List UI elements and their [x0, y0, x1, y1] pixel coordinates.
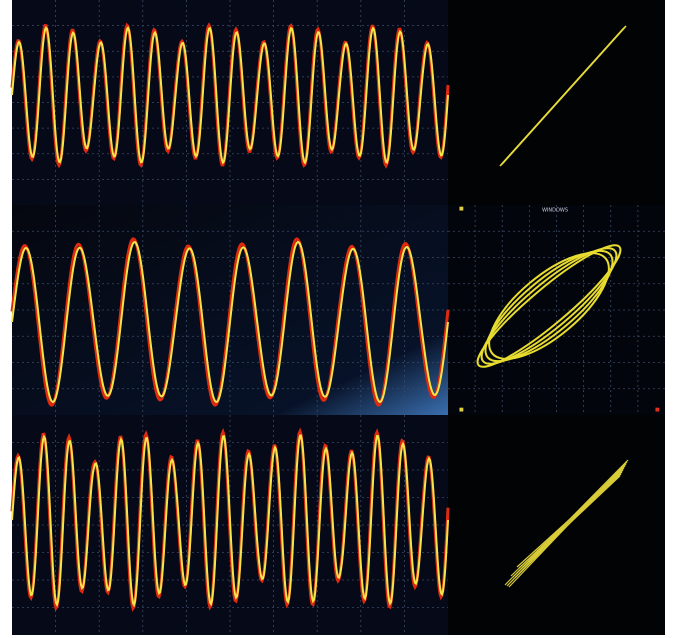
channel-marker: ■	[655, 407, 660, 413]
panel-label: WINDOWS	[542, 208, 568, 214]
xy-panel-bottom	[448, 415, 665, 635]
scope-captures: WINDOWS ■ ■ ■	[0, 0, 673, 638]
channel-marker: ■	[459, 407, 464, 413]
channel-marker: ■	[459, 206, 464, 212]
